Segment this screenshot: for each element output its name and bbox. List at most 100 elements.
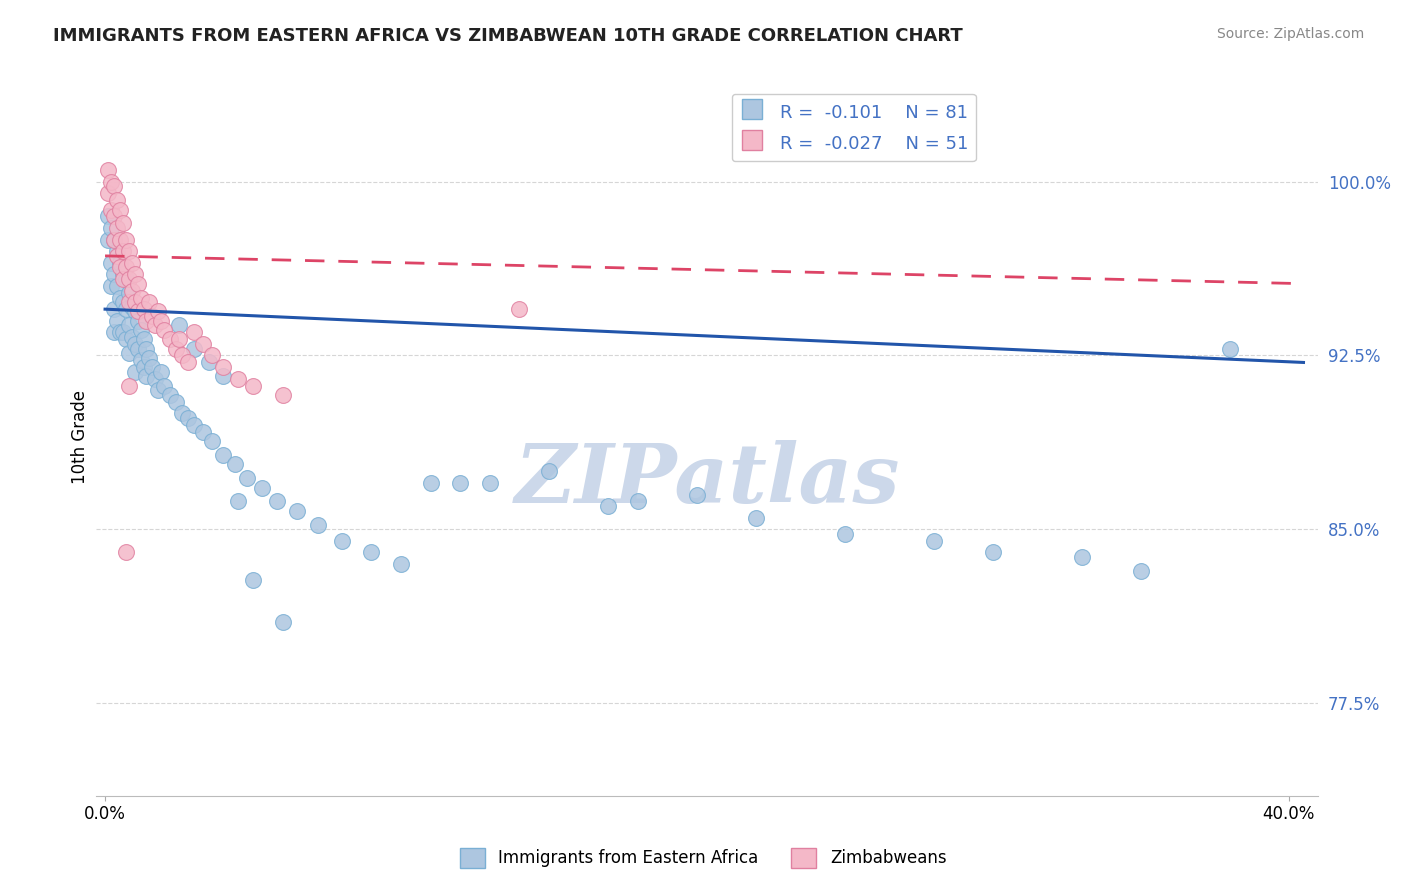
Point bbox=[183, 326, 205, 340]
Point bbox=[922, 533, 945, 548]
Point bbox=[224, 458, 246, 472]
Point bbox=[108, 326, 131, 340]
Point bbox=[627, 494, 650, 508]
Point bbox=[212, 369, 235, 384]
Point bbox=[271, 615, 294, 629]
Point bbox=[360, 545, 382, 559]
Point bbox=[212, 448, 235, 462]
Point bbox=[100, 279, 122, 293]
Point bbox=[537, 464, 560, 478]
Point bbox=[271, 388, 294, 402]
Point bbox=[191, 425, 214, 439]
Point bbox=[153, 378, 176, 392]
Point bbox=[103, 326, 125, 340]
Point bbox=[148, 384, 170, 398]
Point bbox=[129, 353, 152, 368]
Point bbox=[141, 309, 163, 323]
Point bbox=[1218, 342, 1240, 356]
Point bbox=[105, 249, 128, 263]
Point bbox=[108, 260, 131, 275]
Point bbox=[118, 318, 141, 333]
Text: IMMIGRANTS FROM EASTERN AFRICA VS ZIMBABWEAN 10TH GRADE CORRELATION CHART: IMMIGRANTS FROM EASTERN AFRICA VS ZIMBAB… bbox=[53, 27, 963, 45]
Point bbox=[105, 314, 128, 328]
Point bbox=[118, 346, 141, 360]
Point bbox=[197, 355, 219, 369]
Point bbox=[177, 411, 200, 425]
Point bbox=[114, 332, 136, 346]
Point bbox=[159, 388, 181, 402]
Point bbox=[141, 360, 163, 375]
Text: Source: ZipAtlas.com: Source: ZipAtlas.com bbox=[1216, 27, 1364, 41]
Point bbox=[127, 304, 149, 318]
Point bbox=[307, 517, 329, 532]
Point bbox=[118, 244, 141, 259]
Point bbox=[135, 369, 157, 384]
Legend: R =  -0.101    N = 81, R =  -0.027    N = 51: R = -0.101 N = 81, R = -0.027 N = 51 bbox=[731, 94, 976, 161]
Point bbox=[167, 332, 190, 346]
Point bbox=[103, 233, 125, 247]
Y-axis label: 10th Grade: 10th Grade bbox=[72, 390, 89, 483]
Point bbox=[118, 295, 141, 310]
Point bbox=[266, 494, 288, 508]
Point bbox=[97, 233, 120, 247]
Point bbox=[100, 202, 122, 217]
Point bbox=[150, 314, 173, 328]
Point bbox=[834, 527, 856, 541]
Point bbox=[97, 163, 120, 178]
Point bbox=[287, 504, 309, 518]
Point bbox=[183, 342, 205, 356]
Point bbox=[242, 378, 264, 392]
Point bbox=[124, 337, 146, 351]
Point bbox=[148, 304, 170, 318]
Point bbox=[118, 272, 141, 286]
Point bbox=[1070, 550, 1092, 565]
Point bbox=[449, 475, 471, 490]
Point bbox=[103, 210, 125, 224]
Point bbox=[226, 372, 249, 386]
Point bbox=[103, 233, 125, 247]
Point bbox=[132, 302, 155, 317]
Point bbox=[745, 510, 768, 524]
Point bbox=[138, 295, 160, 310]
Point bbox=[138, 351, 160, 365]
Point bbox=[103, 179, 125, 194]
Point bbox=[111, 272, 134, 286]
Point bbox=[153, 323, 176, 337]
Point bbox=[981, 545, 1004, 559]
Point bbox=[129, 323, 152, 337]
Point bbox=[177, 355, 200, 369]
Point bbox=[145, 318, 167, 333]
Point bbox=[114, 302, 136, 317]
Point bbox=[121, 300, 143, 314]
Point bbox=[170, 406, 193, 420]
Point bbox=[226, 494, 249, 508]
Point bbox=[598, 499, 620, 513]
Point bbox=[118, 378, 141, 392]
Point bbox=[111, 295, 134, 310]
Point bbox=[129, 291, 152, 305]
Point bbox=[100, 175, 122, 189]
Point bbox=[97, 186, 120, 201]
Point bbox=[183, 417, 205, 432]
Point bbox=[103, 268, 125, 282]
Point bbox=[165, 342, 187, 356]
Point bbox=[103, 302, 125, 317]
Point bbox=[108, 256, 131, 270]
Point bbox=[250, 481, 273, 495]
Point bbox=[200, 434, 222, 449]
Point bbox=[165, 394, 187, 409]
Point bbox=[127, 277, 149, 291]
Point bbox=[124, 268, 146, 282]
Point bbox=[105, 193, 128, 207]
Point bbox=[170, 349, 193, 363]
Point bbox=[135, 342, 157, 356]
Point bbox=[108, 291, 131, 305]
Point bbox=[121, 284, 143, 298]
Point bbox=[212, 360, 235, 375]
Point bbox=[105, 279, 128, 293]
Point bbox=[419, 475, 441, 490]
Point bbox=[135, 314, 157, 328]
Point bbox=[124, 304, 146, 318]
Point bbox=[111, 216, 134, 230]
Point bbox=[118, 285, 141, 300]
